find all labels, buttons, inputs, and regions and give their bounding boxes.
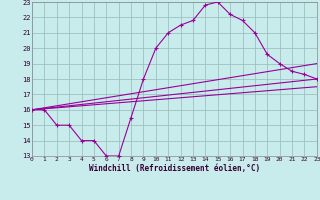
- X-axis label: Windchill (Refroidissement éolien,°C): Windchill (Refroidissement éolien,°C): [89, 164, 260, 173]
